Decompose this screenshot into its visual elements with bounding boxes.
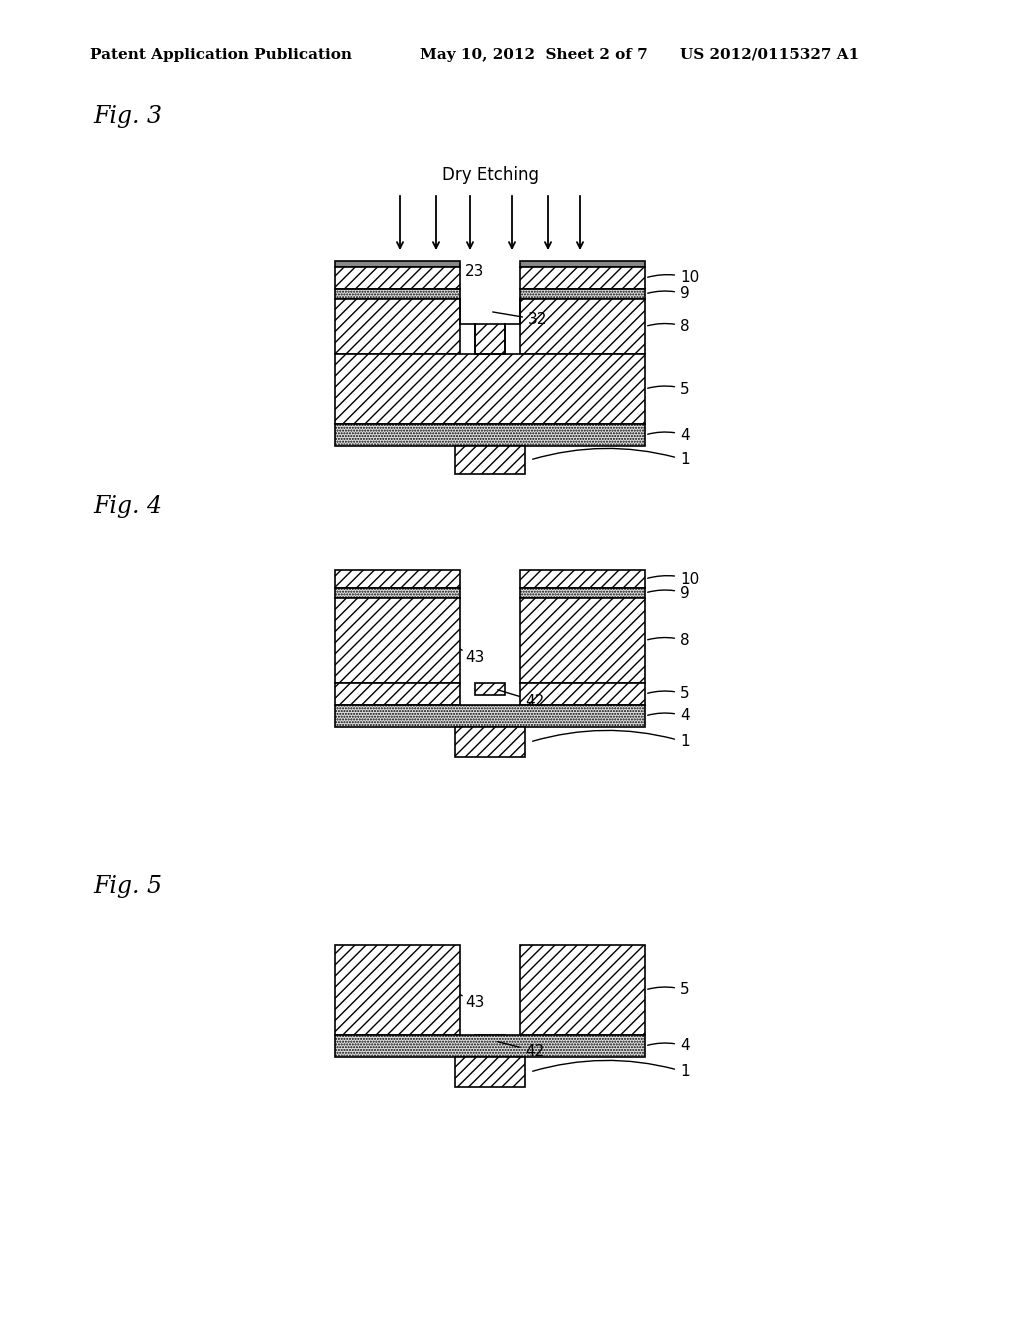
Bar: [335, 587, 460, 598]
Text: 42: 42: [498, 1041, 544, 1059]
Bar: [335, 570, 460, 587]
Bar: [455, 446, 525, 474]
Text: 9: 9: [647, 586, 690, 601]
Text: 10: 10: [647, 271, 699, 285]
Bar: [520, 267, 645, 289]
Text: 9: 9: [647, 286, 690, 301]
Bar: [335, 424, 645, 446]
Text: 1: 1: [532, 730, 689, 750]
Bar: [335, 1035, 645, 1057]
Bar: [475, 1035, 505, 1047]
Bar: [520, 570, 645, 587]
Bar: [455, 727, 525, 756]
Bar: [335, 267, 460, 289]
Text: 4: 4: [647, 1039, 689, 1053]
Bar: [455, 1057, 525, 1086]
Bar: [335, 261, 460, 267]
Text: Fig. 4: Fig. 4: [93, 495, 162, 517]
Bar: [520, 587, 645, 598]
Text: Fig. 3: Fig. 3: [93, 106, 162, 128]
Text: 32: 32: [493, 312, 548, 327]
Text: 1: 1: [532, 449, 689, 467]
Bar: [335, 682, 460, 705]
Text: 23: 23: [460, 264, 484, 280]
Text: 42: 42: [498, 690, 544, 709]
Text: 1: 1: [532, 1060, 689, 1080]
Bar: [520, 945, 645, 1035]
Text: Fig. 5: Fig. 5: [93, 875, 162, 898]
Bar: [335, 705, 645, 727]
Text: Dry Etching: Dry Etching: [441, 166, 539, 183]
Text: US 2012/0115327 A1: US 2012/0115327 A1: [680, 48, 859, 62]
Text: 5: 5: [647, 686, 689, 701]
Text: 8: 8: [647, 634, 689, 648]
Bar: [520, 682, 645, 705]
Text: 4: 4: [647, 428, 689, 442]
Text: 43: 43: [460, 994, 484, 1010]
Text: 5: 5: [647, 982, 689, 998]
Bar: [475, 682, 505, 696]
Bar: [520, 598, 645, 682]
Bar: [335, 354, 645, 424]
Text: Patent Application Publication: Patent Application Publication: [90, 48, 352, 62]
Text: 8: 8: [647, 319, 689, 334]
Bar: [520, 289, 645, 300]
Text: May 10, 2012  Sheet 2 of 7: May 10, 2012 Sheet 2 of 7: [420, 48, 648, 62]
Bar: [335, 300, 460, 354]
Text: 4: 4: [647, 709, 689, 723]
Text: 10: 10: [647, 572, 699, 586]
Bar: [335, 945, 460, 1035]
Bar: [335, 289, 460, 300]
Bar: [475, 323, 505, 354]
Bar: [520, 261, 645, 267]
Bar: [520, 300, 645, 354]
Text: 5: 5: [647, 381, 689, 396]
Text: 43: 43: [460, 649, 484, 664]
Bar: [335, 598, 460, 682]
